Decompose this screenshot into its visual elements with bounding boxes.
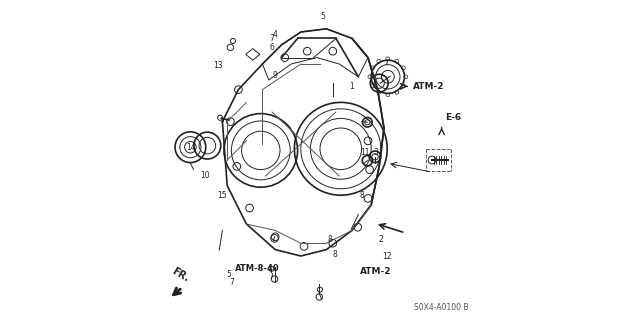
Text: 14: 14: [186, 143, 196, 152]
Text: ATM-2: ATM-2: [360, 267, 392, 276]
Text: 5: 5: [320, 12, 325, 21]
Text: S0X4-A0100 B: S0X4-A0100 B: [414, 303, 469, 312]
Text: 5: 5: [227, 270, 231, 279]
Text: FR.: FR.: [170, 266, 191, 284]
Text: ATM-2: ATM-2: [413, 82, 444, 91]
Text: ATM-8-40: ATM-8-40: [236, 264, 280, 273]
Text: 8: 8: [333, 250, 338, 259]
Text: 9: 9: [272, 71, 277, 80]
Text: 6: 6: [269, 43, 275, 52]
Text: 8: 8: [327, 236, 332, 244]
Text: 3: 3: [374, 148, 378, 157]
Text: 10: 10: [200, 171, 210, 180]
Text: 2: 2: [378, 236, 383, 244]
Text: 4: 4: [273, 30, 278, 39]
Text: 15: 15: [218, 191, 227, 200]
Text: 7: 7: [269, 34, 275, 43]
Text: E-6: E-6: [445, 113, 461, 122]
Text: 11: 11: [360, 148, 369, 157]
Text: 12: 12: [383, 252, 392, 261]
Text: 8: 8: [360, 191, 365, 200]
Text: 13: 13: [213, 61, 223, 70]
Text: 1: 1: [349, 82, 355, 91]
Text: 7: 7: [230, 278, 234, 287]
